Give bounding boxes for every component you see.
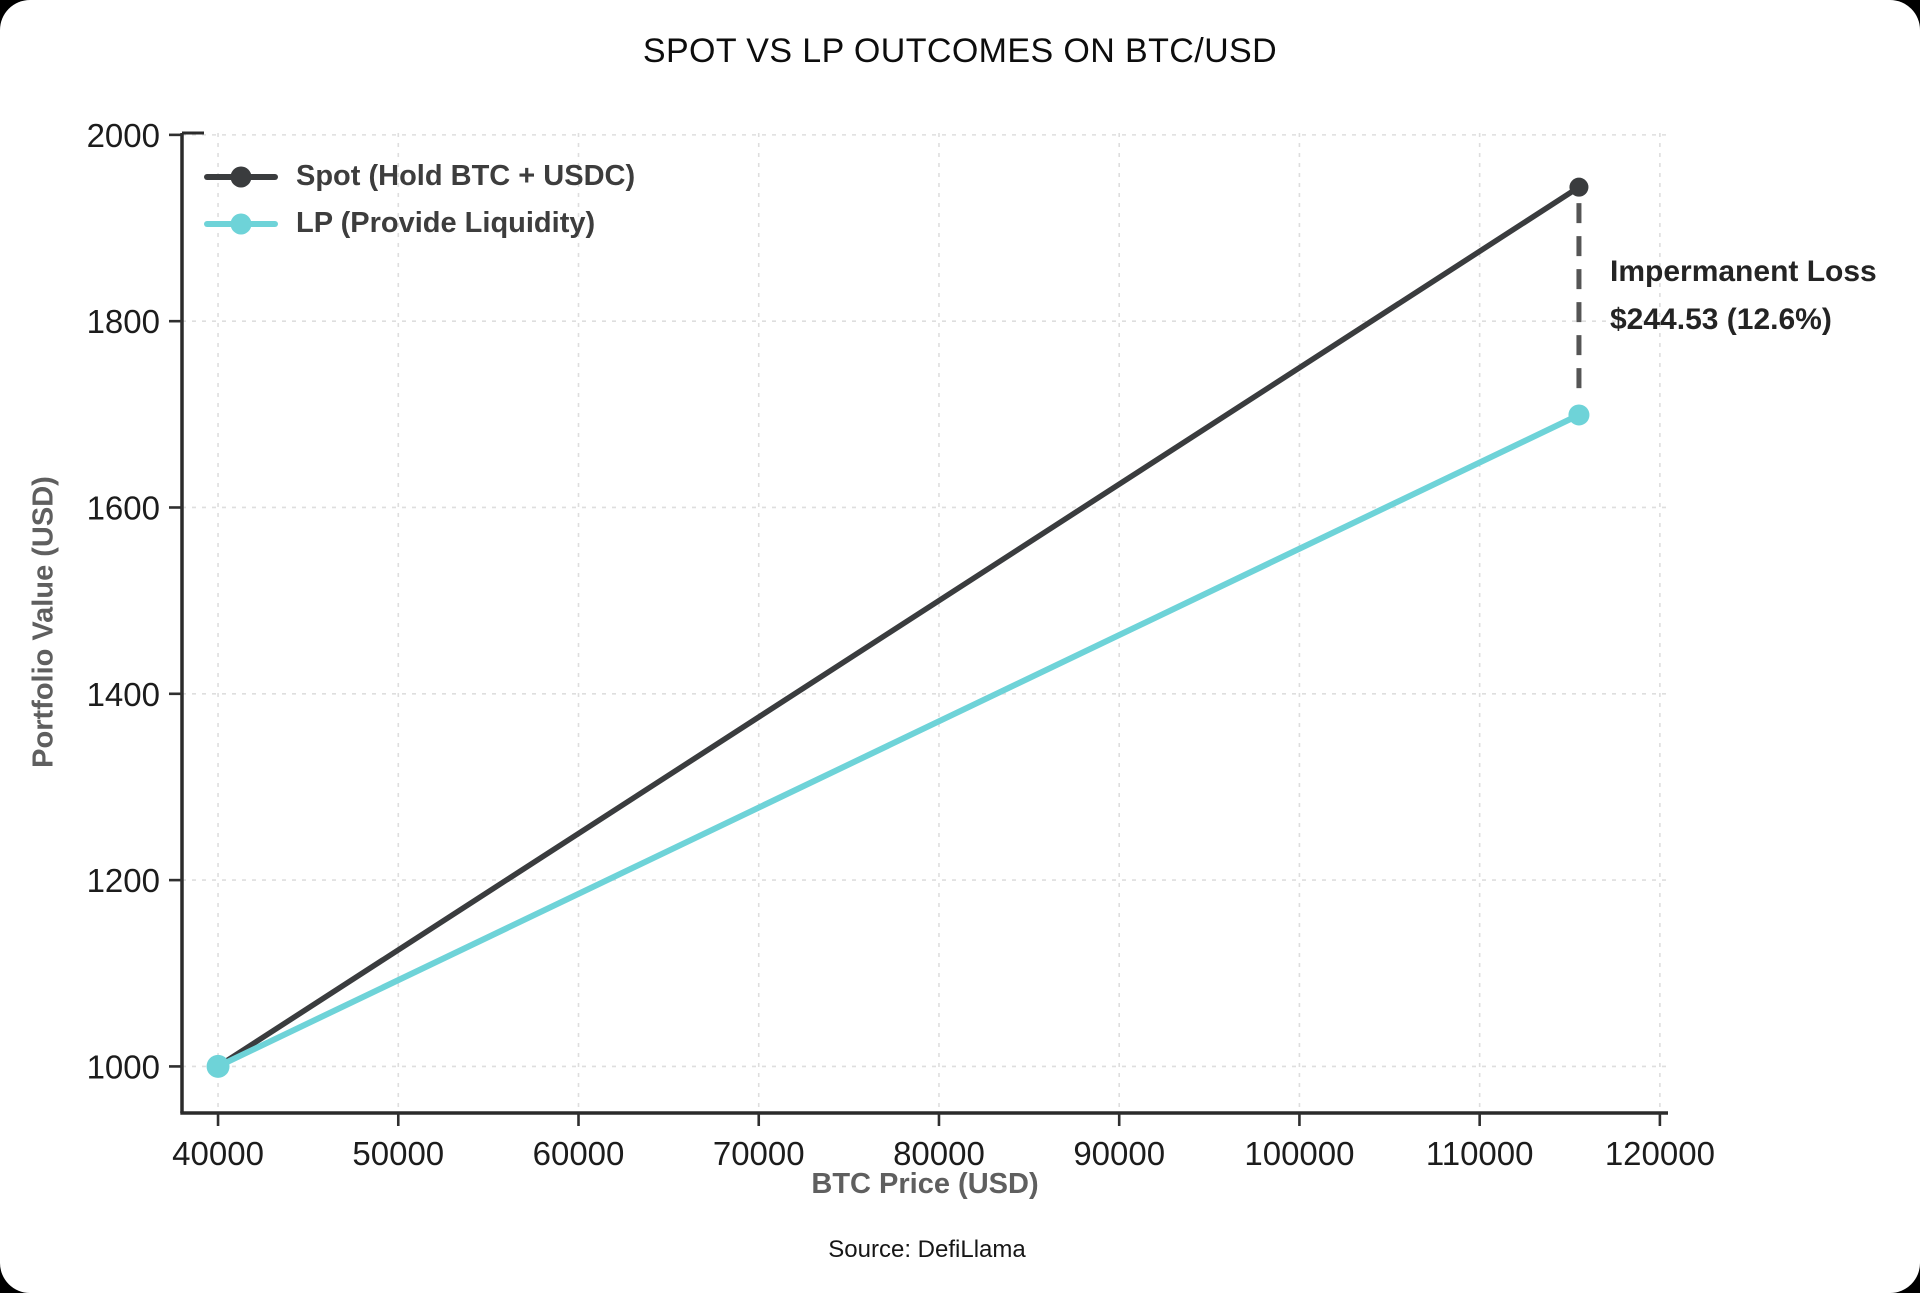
data-point-markers bbox=[206, 177, 1590, 1078]
svg-text:90000: 90000 bbox=[1073, 1135, 1165, 1172]
svg-text:1600: 1600 bbox=[87, 489, 160, 526]
svg-text:1800: 1800 bbox=[87, 303, 160, 340]
svg-text:110000: 110000 bbox=[1426, 1135, 1534, 1172]
svg-text:1200: 1200 bbox=[87, 862, 160, 899]
x-axis-label: BTC Price (USD) bbox=[811, 1168, 1039, 1200]
svg-text:1400: 1400 bbox=[87, 676, 160, 713]
svg-text:100000: 100000 bbox=[1244, 1135, 1354, 1172]
svg-text:1000: 1000 bbox=[87, 1048, 160, 1085]
y-axis-label: Portfolio Value (USD) bbox=[27, 476, 60, 768]
x-axis-ticks: 40000 50000 60000 70000 80000 90000 100000 1100… bbox=[172, 1113, 1715, 1172]
source-caption: Source: DefiLlama bbox=[828, 1236, 1026, 1263]
svg-text:50000: 50000 bbox=[352, 1135, 444, 1172]
spot-line bbox=[215, 184, 1582, 1070]
legend-label-spot: Spot (Hold BTC + USDC) bbox=[296, 160, 636, 192]
impermanent-loss-value: $244.53 (12.6%) bbox=[1610, 303, 1832, 336]
spot-line-swatch-icon bbox=[204, 166, 278, 187]
svg-text:120000: 120000 bbox=[1605, 1135, 1715, 1172]
lp-marker-icon bbox=[230, 213, 252, 234]
axes-spines bbox=[180, 131, 1668, 1115]
gridlines bbox=[182, 133, 1668, 1113]
svg-text:60000: 60000 bbox=[533, 1135, 625, 1172]
impermanent-loss-label: Impermanent Loss bbox=[1610, 255, 1877, 288]
lp-line bbox=[215, 412, 1582, 1070]
impermanent-loss-annotation: Impermanent Loss $244.53 (12.6%) bbox=[1610, 248, 1877, 344]
svg-text:80000: 80000 bbox=[893, 1135, 985, 1172]
legend: Spot (Hold BTC + USDC) LP (Provide Liqui… bbox=[204, 153, 635, 247]
legend-label-lp: LP (Provide Liquidity) bbox=[296, 207, 596, 239]
y-axis-ticks: 1000 1200 1400 1600 1800 2000 bbox=[87, 117, 182, 1085]
svg-text:2000: 2000 bbox=[87, 117, 160, 154]
spot-marker-icon bbox=[230, 166, 252, 187]
legend-item-lp: LP (Provide Liquidity) bbox=[204, 200, 635, 247]
lp-line-swatch-icon bbox=[204, 213, 278, 234]
legend-item-spot: Spot (Hold BTC + USDC) bbox=[204, 153, 635, 200]
svg-text:40000: 40000 bbox=[172, 1135, 264, 1172]
chart-title: SPOT VS LP OUTCOMES ON BTC/USD bbox=[642, 32, 1278, 70]
svg-text:70000: 70000 bbox=[713, 1135, 805, 1172]
